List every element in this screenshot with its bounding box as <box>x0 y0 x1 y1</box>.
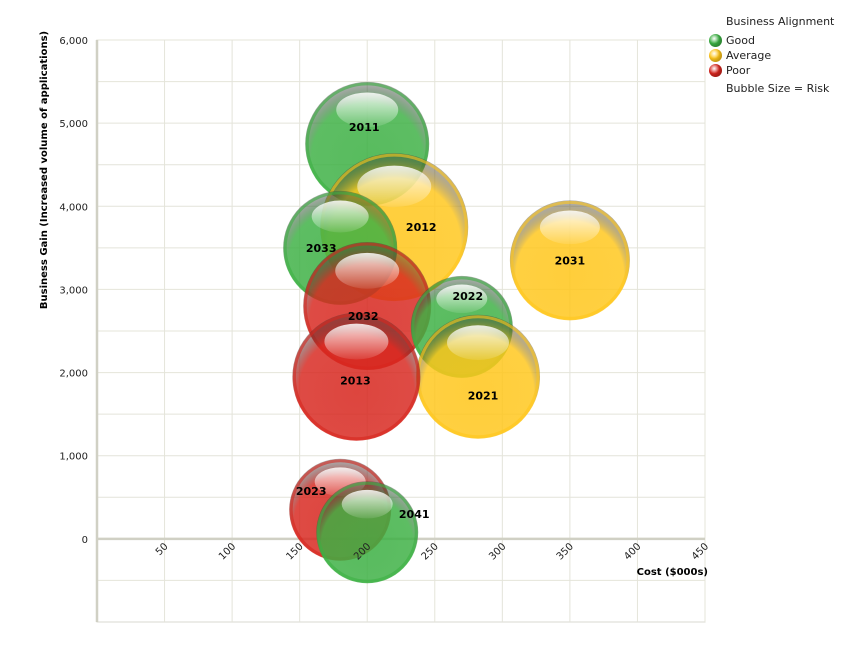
legend-item-good[interactable]: Good <box>709 33 834 48</box>
legend-item-poor[interactable]: Poor <box>709 63 834 78</box>
bubble-label-2031: 2031 <box>555 254 586 267</box>
bubble-2021 <box>416 314 541 439</box>
legend-title: Business Alignment <box>726 15 835 28</box>
bubble-label-2023: 2023 <box>296 485 327 498</box>
y-tick-label: 2,000 <box>59 369 88 380</box>
legend-swatch-good <box>709 34 722 47</box>
bubble-label-2013: 2013 <box>340 375 371 388</box>
bubble-label-2021: 2021 <box>468 390 499 403</box>
legend-swatch-average <box>709 49 722 62</box>
bubble-circle <box>316 481 419 584</box>
bubble-highlight <box>336 92 399 128</box>
y-tick-label: 1,000 <box>59 452 88 463</box>
y-tick-label: 3,000 <box>59 285 88 296</box>
bubble-label-2022: 2022 <box>452 290 483 303</box>
bubble-rim <box>510 200 630 320</box>
bubble-highlight <box>436 284 488 314</box>
y-tick-label: 4,000 <box>59 202 88 213</box>
bubble-label-2011: 2011 <box>349 121 380 134</box>
legend-label-good: Good <box>726 34 755 47</box>
bubble-2031 <box>509 200 630 321</box>
bubbles <box>283 81 630 584</box>
bubble-label-2033: 2033 <box>306 242 337 255</box>
legend-note: Bubble Size = Risk <box>726 82 830 95</box>
bubble-highlight <box>335 252 400 289</box>
y-tick-label: 5,000 <box>59 119 88 130</box>
bubble-label-2041: 2041 <box>399 508 430 521</box>
legend-label-average: Average <box>726 49 772 62</box>
legend-swatch-poor <box>709 64 722 77</box>
x-axis-title: Cost ($000s) <box>637 567 708 578</box>
bubble-circle <box>416 314 541 439</box>
bubble-highlight <box>357 165 432 208</box>
legend: Business Alignment Good Average Poor Bub… <box>709 14 834 97</box>
bubble-label-2032: 2032 <box>348 310 379 323</box>
bubble-highlight <box>324 323 389 360</box>
bubble-label-2012: 2012 <box>406 221 437 234</box>
bubble-highlight <box>539 210 600 245</box>
bubble-rim <box>316 481 418 583</box>
bubble-highlight <box>311 200 369 233</box>
bubble-highlight <box>447 325 510 360</box>
y-tick-label: 0 <box>82 535 88 546</box>
y-axis-title: Business Gain (Increased volume of appli… <box>39 31 50 309</box>
bubble-2013 <box>292 312 421 441</box>
bubble-rim <box>292 313 420 441</box>
legend-item-average[interactable]: Average <box>709 48 834 63</box>
bubble-circle <box>509 200 630 321</box>
legend-label-poor: Poor <box>726 64 751 77</box>
y-tick-label: 6,000 <box>59 36 88 47</box>
bubble-highlight <box>341 489 393 519</box>
bubble-circle <box>292 312 421 441</box>
bubble-2041 <box>316 481 419 584</box>
